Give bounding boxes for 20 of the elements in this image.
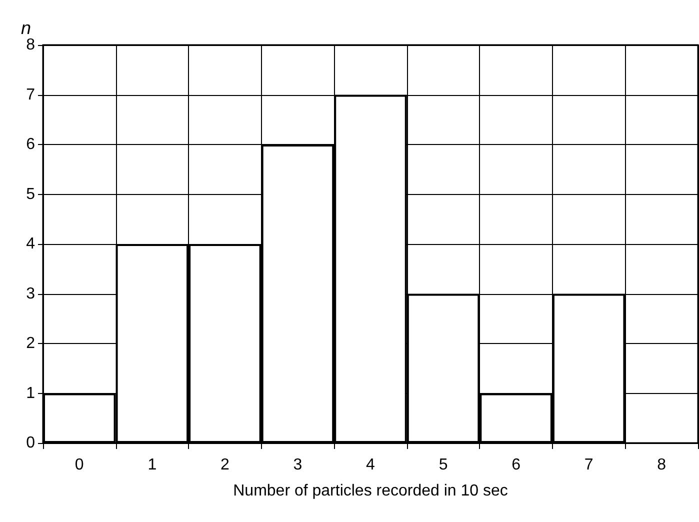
y-tick-label: 5 <box>26 186 36 203</box>
y-tick-label: 3 <box>26 285 36 302</box>
x-tick-label: 3 <box>293 456 302 474</box>
x-tick-label: 8 <box>657 456 666 474</box>
x-tick-label: 0 <box>74 456 84 474</box>
y-tick-label: 4 <box>26 236 36 252</box>
y-tick-label: 1 <box>26 384 36 402</box>
x-tick-label: 2 <box>220 456 230 474</box>
x-tick-label: 6 <box>512 456 521 474</box>
y-tick-label: 6 <box>26 136 36 153</box>
y-tick-label: 2 <box>26 335 36 352</box>
y-tick-label: 0 <box>26 434 36 452</box>
x-axis-title: Number of particles recorded in 10 sec <box>233 482 508 500</box>
x-tick-label: 1 <box>148 456 157 474</box>
x-tick-label: 5 <box>438 456 448 474</box>
x-tick-label: 4 <box>366 456 376 474</box>
x-tick-label: 7 <box>584 456 594 474</box>
y-tick-label: 8 <box>26 36 36 54</box>
y-axis-title: n <box>20 18 31 38</box>
y-tick-label: 7 <box>26 86 36 104</box>
